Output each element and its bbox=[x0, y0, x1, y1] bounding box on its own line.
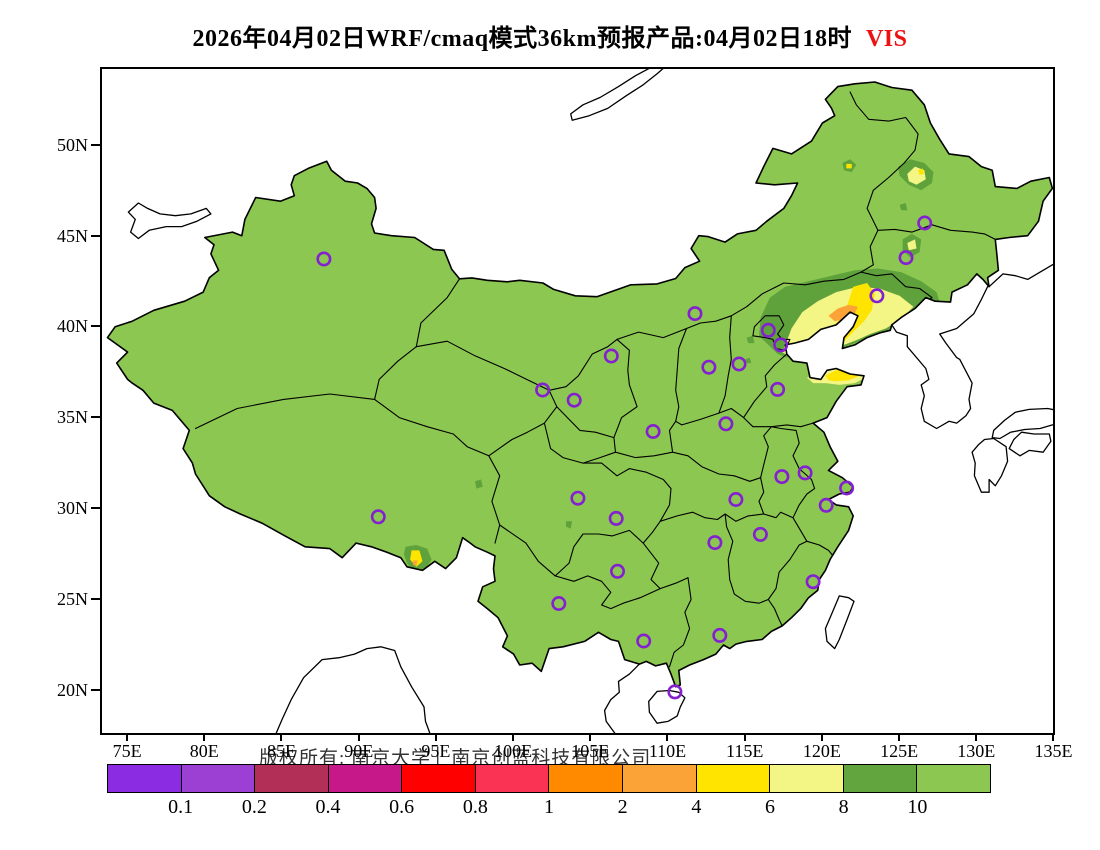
colorbar-segment bbox=[842, 765, 917, 792]
x-axis-tick bbox=[126, 733, 129, 741]
province-boundaries bbox=[194, 91, 996, 668]
x-axis-tick-label: 115E bbox=[726, 741, 764, 761]
x-axis-tick bbox=[203, 733, 206, 741]
colorbar-segment bbox=[769, 765, 843, 792]
y-axis-tick-label: 50N bbox=[57, 134, 88, 155]
colorbar-boundary-label: 6 bbox=[765, 796, 775, 818]
x-axis-tick bbox=[666, 733, 669, 741]
x-axis-tick bbox=[434, 733, 437, 741]
x-axis-tick-label: 85E bbox=[266, 741, 296, 761]
colorbar-segment bbox=[327, 765, 402, 792]
y-axis-tick-label: 40N bbox=[57, 316, 88, 337]
china-landmass bbox=[107, 82, 1053, 687]
x-axis-tick-label: 110E bbox=[648, 741, 687, 761]
map-plot-area: 版权所有: 南京大学│ 南京创蓝科技有限公司 bbox=[100, 67, 1055, 769]
x-axis-tick bbox=[589, 733, 592, 741]
colorbar-segment bbox=[695, 765, 770, 792]
colorbar-boundary-label: 0.4 bbox=[315, 796, 341, 818]
colorbar-boundary-label: 0.8 bbox=[462, 796, 488, 818]
x-axis-tick-label: 120E bbox=[802, 741, 841, 761]
colorbar-segment bbox=[474, 765, 549, 792]
x-axis-tick bbox=[512, 733, 515, 741]
colorbar-boundary-label: 8 bbox=[838, 796, 849, 818]
y-axis-tick-label: 20N bbox=[57, 680, 88, 701]
x-axis-tick-label: 80E bbox=[189, 741, 219, 761]
colorbar-boundary-label: 2 bbox=[617, 796, 628, 818]
x-axis-tick bbox=[280, 733, 283, 741]
x-axis-tick bbox=[898, 733, 901, 741]
y-axis-tick bbox=[91, 234, 100, 237]
x-axis-tick-label: 95E bbox=[421, 741, 451, 761]
city-markers bbox=[316, 215, 933, 700]
x-axis-tick bbox=[1052, 733, 1055, 741]
title-text: 2026年04月02日WRF/cmaq模式36km预报产品:04月02日18时 bbox=[192, 26, 852, 52]
x-axis-tick-label: 130E bbox=[957, 741, 996, 761]
title-variable-label: VIS bbox=[865, 26, 908, 52]
colorbar-segment bbox=[548, 765, 623, 792]
colorbar-legend bbox=[107, 764, 991, 793]
figure-title: 2026年04月02日WRF/cmaq模式36km预报产品:04月02日18时 V… bbox=[0, 18, 1100, 53]
y-axis-tick-label: 35N bbox=[57, 407, 88, 428]
x-axis-tick-label: 75E bbox=[112, 741, 142, 761]
colorbar-boundary-label: 4 bbox=[691, 796, 702, 818]
x-axis-tick bbox=[820, 733, 823, 741]
y-axis-tick-label: 45N bbox=[57, 225, 88, 246]
x-axis-tick-label: 90E bbox=[344, 741, 374, 761]
y-axis-tick bbox=[91, 325, 100, 328]
x-axis-tick-label: 125E bbox=[880, 741, 919, 761]
y-axis-tick bbox=[91, 689, 100, 692]
colorbar-boundary-label: 10 bbox=[907, 796, 928, 818]
y-axis-tick bbox=[91, 416, 100, 419]
y-axis-tick bbox=[91, 143, 100, 146]
colorbar-boundary-label: 0.2 bbox=[241, 796, 267, 818]
y-axis-tick-label: 25N bbox=[57, 589, 88, 610]
x-axis-tick bbox=[357, 733, 360, 741]
colorbar-boundary-label: 0.6 bbox=[389, 796, 415, 818]
copyright-text: 版权所有: 南京大学│ 南京创蓝科技有限公司 bbox=[259, 748, 652, 769]
x-axis-tick-label: 105E bbox=[571, 741, 610, 761]
colorbar-segment bbox=[108, 765, 181, 792]
china-national-border bbox=[106, 81, 1053, 688]
x-axis-tick bbox=[975, 733, 978, 741]
y-axis-tick bbox=[91, 507, 100, 510]
colorbar-segment bbox=[916, 765, 990, 792]
colorbar-segment bbox=[180, 765, 255, 792]
china-forecast-map bbox=[106, 69, 1053, 733]
x-axis-tick-label: 100E bbox=[494, 741, 533, 761]
colorbar-segment bbox=[254, 765, 328, 792]
colorbar-segment bbox=[401, 765, 475, 792]
neighbor-coastlines bbox=[275, 263, 1053, 733]
x-axis-tick-label: 135E bbox=[1034, 741, 1073, 761]
y-axis-tick bbox=[91, 598, 100, 601]
x-axis-tick bbox=[743, 733, 746, 741]
colorbar-segment bbox=[622, 765, 696, 792]
colorbar-boundary-label: 1 bbox=[544, 796, 554, 818]
colorbar-boundary-label: 0.1 bbox=[168, 796, 194, 818]
y-axis-tick-label: 30N bbox=[57, 498, 88, 519]
